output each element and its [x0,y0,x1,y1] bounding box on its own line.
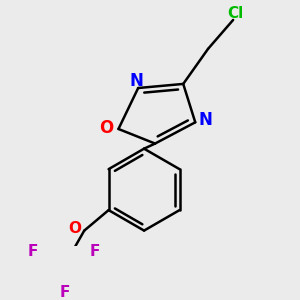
Text: F: F [89,244,100,259]
Text: O: O [99,119,113,137]
Text: N: N [130,72,144,90]
Text: Cl: Cl [227,6,243,21]
Text: N: N [199,111,212,129]
Text: O: O [68,221,81,236]
Text: F: F [60,284,70,299]
Text: F: F [27,244,38,259]
